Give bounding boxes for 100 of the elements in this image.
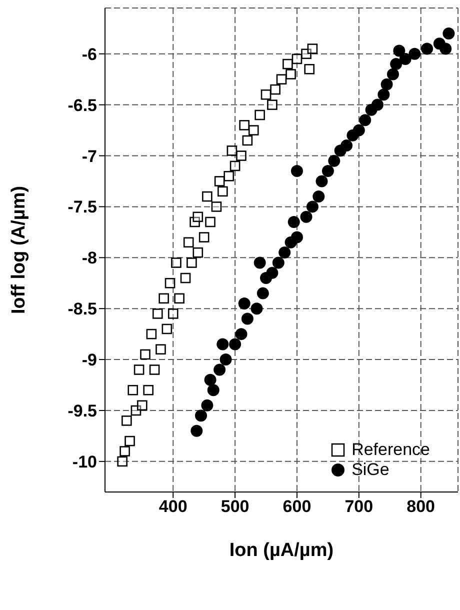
point [254, 110, 265, 120]
point [152, 308, 163, 319]
point [316, 175, 328, 188]
point [242, 135, 253, 146]
y-tick-label: -8.5 [68, 300, 97, 319]
point [440, 42, 452, 55]
point [286, 69, 296, 80]
point [158, 293, 169, 304]
legend-label: Reference [352, 440, 430, 460]
point [183, 237, 194, 248]
point [220, 354, 232, 366]
point [192, 212, 204, 222]
point [230, 160, 240, 172]
point [267, 100, 278, 110]
point [328, 154, 340, 167]
point [278, 246, 291, 259]
y-tick-label: -10 [72, 452, 97, 472]
point [352, 124, 365, 136]
point [390, 58, 402, 70]
y-tick-label: -7 [82, 146, 97, 166]
point [386, 68, 399, 80]
point [218, 186, 228, 197]
point [194, 410, 207, 422]
y-tick-label: -8 [82, 248, 97, 268]
point [282, 58, 293, 70]
point [312, 190, 325, 203]
y-tick-label: -9.5 [68, 402, 97, 421]
point [238, 297, 250, 310]
point [211, 202, 222, 212]
point [236, 150, 246, 161]
point [260, 89, 272, 100]
point [276, 74, 287, 84]
point [168, 308, 178, 319]
point [190, 424, 203, 437]
point [214, 364, 226, 376]
point [250, 302, 263, 315]
point [162, 324, 172, 334]
point [198, 232, 210, 242]
point [272, 256, 284, 269]
point [226, 146, 238, 156]
y-axis-title: Ioff log (A/µm) [8, 186, 30, 314]
point [378, 88, 390, 101]
point [371, 98, 384, 111]
point [207, 384, 220, 396]
point [146, 328, 157, 340]
point [149, 364, 160, 375]
point [241, 312, 254, 325]
point [235, 328, 248, 340]
y-tick-label: -7.5 [68, 198, 97, 217]
point [137, 400, 148, 411]
point [292, 54, 302, 64]
x-tick-label: 700 [344, 497, 374, 516]
point [120, 446, 130, 456]
point [124, 436, 135, 446]
point [340, 140, 353, 152]
point [122, 416, 132, 426]
y-tick-label: -6.5 [68, 96, 97, 115]
point [322, 165, 334, 178]
point [171, 258, 182, 268]
point [306, 200, 318, 213]
point [128, 384, 138, 396]
y-tick-label: -6 [82, 44, 97, 64]
point [421, 42, 434, 55]
point [399, 52, 412, 65]
point [186, 258, 197, 268]
point [393, 44, 406, 57]
point [307, 44, 318, 54]
point [359, 114, 372, 126]
point [134, 364, 144, 375]
x-axis-title: Ion (µA/µm) [229, 540, 334, 561]
point [156, 344, 166, 354]
point [201, 399, 214, 412]
x-tick-label: 800 [406, 497, 436, 516]
y-tick-label: -9 [82, 350, 97, 370]
point [290, 231, 303, 244]
point [214, 176, 225, 186]
point [254, 256, 266, 269]
point [202, 191, 212, 202]
point [224, 170, 234, 182]
point [266, 266, 278, 279]
point [290, 165, 303, 178]
point [239, 120, 250, 130]
point [192, 247, 204, 258]
point [180, 272, 191, 284]
point [140, 349, 150, 360]
point [304, 64, 315, 74]
point [143, 384, 154, 396]
x-tick-label: 600 [282, 497, 312, 516]
point [204, 374, 216, 386]
legend-label: SiGe [352, 460, 390, 480]
point [174, 293, 184, 304]
point [380, 78, 393, 90]
point [300, 210, 312, 223]
point [270, 84, 280, 95]
point [216, 338, 229, 350]
point [408, 48, 421, 60]
x-tick-label: 400 [158, 497, 188, 516]
point [442, 27, 455, 40]
point [205, 216, 216, 228]
point [248, 125, 259, 136]
